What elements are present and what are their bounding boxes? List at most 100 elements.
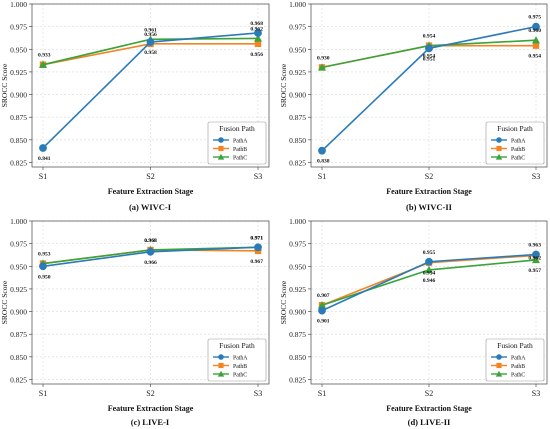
legend-marker-PathA bbox=[496, 354, 502, 360]
legend-marker-PathC bbox=[495, 370, 503, 377]
data-label-PathA: 0.963 bbox=[528, 243, 541, 249]
legend: Fusion Path PathA PathB PathC bbox=[485, 338, 545, 382]
legend-marker-PathC bbox=[495, 153, 503, 160]
x-axis-label: Feature Extraction Stage bbox=[386, 404, 472, 413]
data-point-PathA bbox=[254, 29, 262, 37]
data-point-PathC bbox=[254, 34, 262, 42]
legend-label-PathA: PathA bbox=[233, 138, 248, 144]
y-tick-label: 0.925 bbox=[10, 68, 27, 77]
legend-title: Fusion Path bbox=[497, 124, 533, 133]
y-tick-label: 0.900 bbox=[289, 308, 306, 317]
legend-title: Fusion Path bbox=[219, 124, 255, 133]
data-point-PathA bbox=[425, 44, 433, 53]
data-label-PathC: 0.961 bbox=[144, 27, 157, 33]
data-label-PathA: 0.966 bbox=[144, 260, 157, 266]
y-tick-label: 0.875 bbox=[10, 113, 27, 122]
data-point-PathA bbox=[254, 243, 262, 252]
y-tick-label: 0.975 bbox=[10, 240, 27, 249]
data-label-PathA: 0.901 bbox=[317, 319, 330, 325]
data-label-PathC: 0.957 bbox=[528, 268, 541, 274]
y-tick-label: 0.875 bbox=[10, 330, 27, 339]
y-tick-label: 0.850 bbox=[289, 353, 306, 362]
data-point-PathB bbox=[532, 42, 540, 49]
data-label-PathB: 0.967 bbox=[250, 259, 263, 265]
data-label-PathB: 0.954 bbox=[423, 271, 436, 277]
y-tick-label: 0.975 bbox=[289, 240, 306, 249]
y-axis-label: SROCC Score bbox=[279, 280, 288, 324]
y-tick-label: 0.850 bbox=[10, 353, 27, 362]
x-tick-label: S1 bbox=[39, 172, 47, 181]
legend-label-PathB: PathB bbox=[511, 364, 525, 370]
x-tick-label: S2 bbox=[425, 172, 433, 181]
data-point-PathB bbox=[254, 40, 262, 48]
panel-caption: (b) WIVC-II bbox=[406, 202, 453, 212]
y-axis-label: SROCC Score bbox=[0, 63, 9, 107]
legend-box bbox=[485, 121, 545, 165]
legend-marker-PathB bbox=[496, 362, 502, 369]
data-label-PathC: 0.971 bbox=[250, 235, 263, 241]
data-point-PathA bbox=[318, 306, 326, 315]
legend-label-PathB: PathB bbox=[511, 147, 525, 153]
x-tick-label: S2 bbox=[425, 389, 433, 398]
legend-marker-PathB bbox=[496, 145, 502, 152]
y-tick-label: 0.850 bbox=[289, 136, 306, 145]
x-tick-label: S2 bbox=[146, 172, 154, 181]
data-label-PathC: 0.954 bbox=[423, 34, 436, 40]
legend-marker-PathB bbox=[218, 145, 224, 152]
x-tick-label: S1 bbox=[318, 389, 326, 398]
data-point-PathA bbox=[425, 257, 433, 266]
y-tick-label: 0.950 bbox=[289, 262, 306, 271]
data-point-PathC bbox=[532, 36, 540, 44]
data-label-PathC: 0.930 bbox=[317, 55, 330, 61]
data-label-PathB: 0.954 bbox=[528, 54, 541, 60]
data-point-PathA bbox=[39, 262, 47, 271]
y-tick-label: 1.000 bbox=[289, 0, 306, 9]
y-tick-label: 0.825 bbox=[289, 158, 306, 167]
data-label-PathA: 0.838 bbox=[317, 159, 330, 165]
legend-label-PathA: PathA bbox=[511, 355, 526, 361]
data-label-PathB: 0.968 bbox=[144, 238, 157, 244]
legend-box bbox=[485, 338, 545, 382]
y-tick-label: 0.850 bbox=[10, 136, 27, 145]
data-label-PathC: 0.946 bbox=[423, 278, 436, 284]
x-tick-label: S1 bbox=[39, 389, 47, 398]
legend-title: Fusion Path bbox=[219, 341, 255, 350]
legend-title: Fusion Path bbox=[497, 341, 533, 350]
y-tick-label: 0.950 bbox=[10, 45, 27, 54]
data-label-PathC: 0.953 bbox=[38, 252, 51, 258]
x-tick-label: S3 bbox=[254, 172, 262, 181]
y-tick-label: 0.975 bbox=[289, 23, 306, 32]
y-tick-label: 0.900 bbox=[10, 91, 27, 100]
data-label-PathA: 0.950 bbox=[38, 274, 51, 280]
legend-marker-PathB bbox=[218, 362, 224, 369]
x-tick-label: S3 bbox=[532, 389, 540, 398]
x-tick-label: S2 bbox=[146, 389, 154, 398]
data-label-PathB: 0.956 bbox=[144, 32, 157, 38]
y-tick-label: 0.900 bbox=[10, 308, 27, 317]
data-label-PathA: 0.971 bbox=[250, 235, 263, 241]
chart-panel-4: 0.825 0.850 0.875 0.900 0.925 0.950 0.975 1.000… bbox=[279, 217, 548, 427]
legend-label-PathC: PathC bbox=[233, 155, 247, 161]
panel-caption: (c) LIVE-I bbox=[131, 417, 170, 427]
plot-frame bbox=[310, 3, 548, 168]
y-tick-label: 0.925 bbox=[289, 68, 306, 77]
legend: Fusion Path PathA PathB PathC bbox=[207, 338, 267, 382]
x-axis-label: Feature Extraction Stage bbox=[108, 187, 194, 196]
data-point-PathC bbox=[425, 265, 433, 274]
panel-caption: (a) WIVC-I bbox=[129, 202, 172, 212]
legend-label-PathA: PathA bbox=[511, 138, 526, 144]
plot-frame bbox=[31, 3, 270, 168]
panel-caption: (d) LIVE-II bbox=[408, 417, 451, 427]
y-tick-label: 0.875 bbox=[289, 330, 306, 339]
data-point-PathC bbox=[318, 301, 326, 309]
x-axis-label: Feature Extraction Stage bbox=[386, 187, 472, 196]
y-tick-label: 0.825 bbox=[10, 158, 27, 167]
data-point-PathA bbox=[146, 247, 155, 256]
legend-label-PathB: PathB bbox=[233, 364, 247, 370]
y-axis-label: SROCC Score bbox=[0, 280, 9, 324]
y-tick-label: 0.925 bbox=[10, 285, 27, 294]
data-point-PathA bbox=[39, 144, 47, 152]
data-label-PathC: 0.907 bbox=[317, 293, 330, 299]
data-label-PathA: 0.951 bbox=[423, 56, 436, 62]
